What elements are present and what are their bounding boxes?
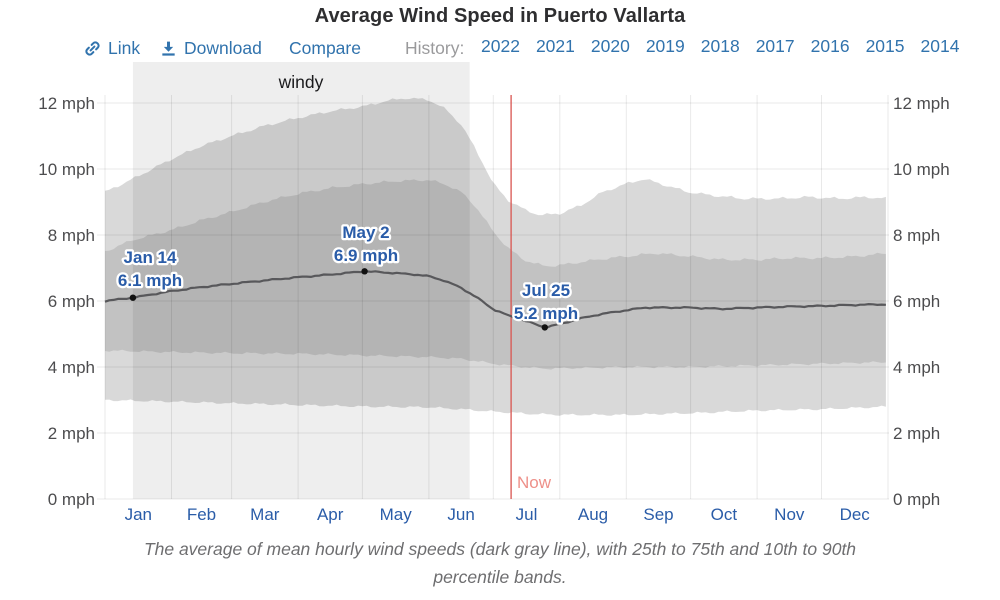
month-label-jun[interactable]: Jun — [447, 505, 474, 524]
y-axis-label-left: 12 mph — [38, 94, 95, 113]
history-year-2019[interactable]: 2019 — [645, 36, 685, 56]
history-year-2021[interactable]: 2021 — [535, 36, 575, 56]
month-label-nov[interactable]: Nov — [774, 505, 805, 524]
month-label-feb[interactable]: Feb — [187, 505, 216, 524]
windy-season-band — [132, 62, 470, 499]
annotation-dot — [361, 268, 368, 275]
history-year-2020[interactable]: 2020 — [590, 36, 630, 56]
history-year-2015[interactable]: 2015 — [865, 36, 905, 56]
month-label-jan[interactable]: Jan — [125, 505, 152, 524]
y-axis-label-left: 6 mph — [48, 292, 95, 311]
month-label-dec[interactable]: Dec — [840, 505, 871, 524]
y-axis-label-right: 2 mph — [893, 424, 940, 443]
month-label-jul[interactable]: Jul — [516, 505, 538, 524]
y-axis-label-left: 2 mph — [48, 424, 95, 443]
link-label: Link — [108, 37, 141, 58]
annotation-value-label[interactable]: 6.1 mph — [116, 269, 185, 293]
month-label-mar[interactable]: Mar — [250, 505, 280, 524]
caption-line-2: percentile bands. — [433, 567, 567, 587]
mean-wind-speed-line — [104, 270, 886, 329]
band-10th-90th-percentile — [105, 97, 886, 416]
caption-line-1: The average of mean hourly wind speeds (… — [143, 539, 857, 559]
month-label-may[interactable]: May — [380, 505, 413, 524]
download-icon — [162, 41, 175, 56]
compare-label: Compare — [289, 37, 361, 58]
compare-button[interactable]: Compare — [289, 36, 361, 60]
annotation-value-label[interactable]: 6.9 mph — [332, 244, 401, 268]
y-axis-label-right: 4 mph — [893, 358, 940, 377]
download-label: Download — [184, 37, 262, 58]
y-axis-label-right: 10 mph — [893, 160, 950, 179]
windy-season-label: windy — [278, 72, 324, 92]
link-button[interactable]: Link — [84, 36, 140, 60]
annotation-value-label[interactable]: 5.2 mph — [512, 302, 581, 326]
history-year-2016[interactable]: 2016 — [810, 36, 850, 56]
chart-caption: The average of mean hourly wind speeds (… — [0, 535, 1000, 591]
history-year-list: 2022 2021 2020 2019 2018 2017 2016 2015 … — [481, 36, 959, 60]
y-axis-label-left: 4 mph — [48, 358, 95, 377]
y-axis-label-left: 8 mph — [48, 226, 95, 245]
month-label-sep[interactable]: Sep — [643, 505, 673, 524]
history-year-2014[interactable]: 2014 — [920, 36, 960, 56]
y-axis-label-right: 8 mph — [893, 226, 940, 245]
band-25th-75th-percentile — [105, 179, 886, 370]
y-axis-label-left: 10 mph — [38, 160, 95, 179]
history-year-2018[interactable]: 2018 — [700, 36, 740, 56]
annotation-date-label[interactable]: Jan 14 — [121, 246, 179, 270]
y-axis-label-right: 0 mph — [893, 490, 940, 509]
link-icon — [85, 40, 100, 56]
history-label: History: — [405, 37, 465, 58]
history-year-2022[interactable]: 2022 — [481, 36, 520, 56]
y-axis-label-right: 6 mph — [893, 292, 940, 311]
download-button[interactable]: Download — [160, 36, 262, 60]
now-label: Now — [517, 473, 552, 492]
y-axis-label-left: 0 mph — [48, 490, 95, 509]
page-title: Average Wind Speed in Puerto Vallarta — [314, 5, 686, 27]
annotation-dot — [129, 294, 137, 301]
y-axis-label-right: 12 mph — [893, 94, 950, 113]
history-year-2017[interactable]: 2017 — [755, 36, 795, 56]
month-label-aug[interactable]: Aug — [578, 505, 608, 524]
annotation-dot — [541, 324, 548, 331]
month-label-apr[interactable]: Apr — [317, 505, 344, 524]
annotation-date-label[interactable]: Jul 25 — [520, 279, 573, 303]
annotation-date-label[interactable]: May 2 — [340, 221, 392, 245]
month-label-oct[interactable]: Oct — [711, 505, 738, 524]
